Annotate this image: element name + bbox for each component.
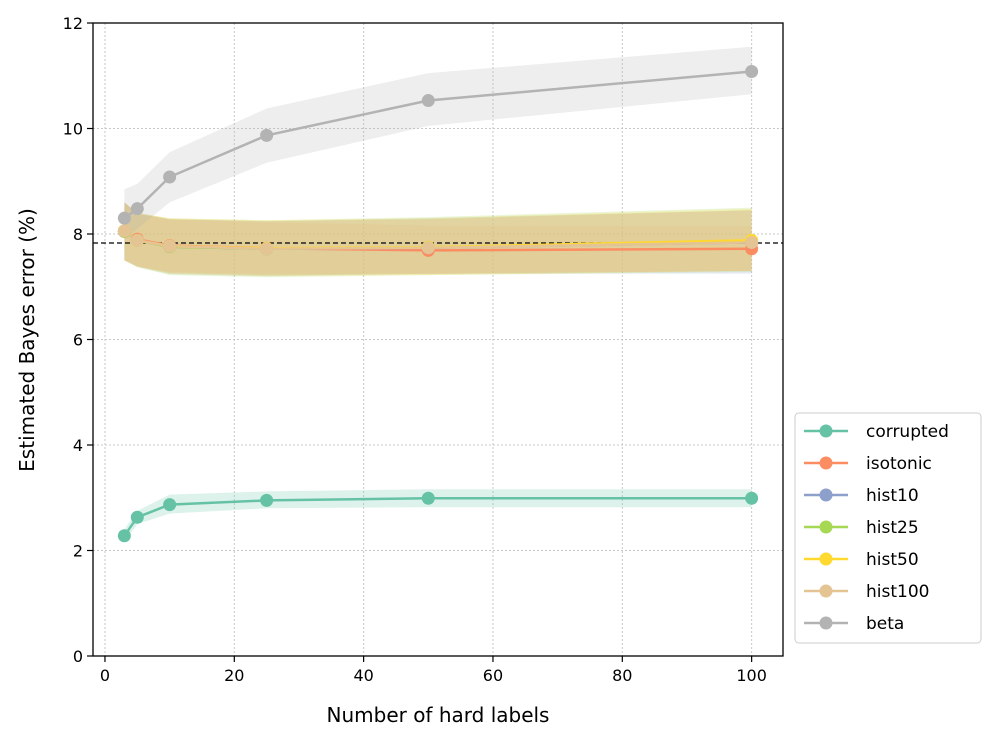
y-tick-label: 10 <box>63 120 83 139</box>
band-isotonic <box>124 202 752 275</box>
point-beta <box>421 94 435 108</box>
point-corrupted <box>421 491 435 505</box>
point-corrupted <box>745 491 759 505</box>
point-hist100 <box>163 239 177 253</box>
x-tick-label: 100 <box>736 666 767 685</box>
y-tick-label: 6 <box>73 331 83 350</box>
point-hist100 <box>260 242 274 256</box>
point-hist100 <box>745 235 759 249</box>
band-hist100 <box>124 202 752 276</box>
legend-label-corrupted: corrupted <box>866 422 949 442</box>
point-corrupted <box>130 510 144 524</box>
legend-label-beta: beta <box>866 614 904 634</box>
band-hist10 <box>124 202 752 277</box>
point-beta <box>163 170 177 184</box>
y-tick-label: 2 <box>73 542 83 561</box>
legend-label-hist50: hist50 <box>866 550 919 570</box>
band-beta <box>124 46 752 240</box>
point-hist100 <box>130 233 144 247</box>
y-tick-label: 8 <box>73 225 83 244</box>
legend-marker-corrupted <box>819 424 833 438</box>
confidence-bands <box>124 46 752 543</box>
band-hist25 <box>124 202 752 278</box>
legend-label-isotonic: isotonic <box>866 454 932 474</box>
x-tick-label: 40 <box>353 666 373 685</box>
y-tick-label: 12 <box>63 14 83 33</box>
legend-marker-beta <box>819 616 833 630</box>
x-axis-ticks: 0 20 40 60 80 100 <box>100 656 767 685</box>
x-tick-label: 80 <box>612 666 632 685</box>
point-beta <box>130 202 144 216</box>
point-beta <box>260 128 274 142</box>
legend-marker-isotonic <box>819 456 833 470</box>
point-hist100 <box>117 224 131 238</box>
point-hist100 <box>421 241 435 255</box>
x-tick-label: 60 <box>483 666 503 685</box>
x-axis-label: Number of hard labels <box>327 703 550 727</box>
y-axis-label: Estimated Bayes error (%) <box>15 208 39 472</box>
y-axis-ticks: 0 2 4 6 8 10 12 <box>63 14 93 666</box>
y-tick-label: 4 <box>73 436 83 455</box>
x-tick-label: 0 <box>100 666 110 685</box>
point-corrupted <box>260 493 274 507</box>
point-beta <box>117 211 131 225</box>
legend-box <box>794 412 982 644</box>
band-corrupted <box>124 489 752 543</box>
legend-label-hist100: hist100 <box>866 582 929 602</box>
x-tick-label: 20 <box>224 666 244 685</box>
legend-marker-hist100 <box>819 584 833 598</box>
legend-label-hist10: hist10 <box>866 486 919 506</box>
legend-marker-hist10 <box>819 488 833 502</box>
legend-label-hist25: hist25 <box>866 518 919 538</box>
point-corrupted <box>117 529 131 543</box>
legend-marker-hist25 <box>819 520 833 534</box>
legend: corrupted isotonic hist10 hist25 hist50 hist1… <box>794 412 982 644</box>
point-beta <box>745 65 759 79</box>
band-hist50 <box>124 202 752 277</box>
point-corrupted <box>163 498 177 512</box>
series-points <box>117 65 759 543</box>
y-tick-label: 0 <box>73 647 83 666</box>
legend-marker-hist50 <box>819 552 833 566</box>
